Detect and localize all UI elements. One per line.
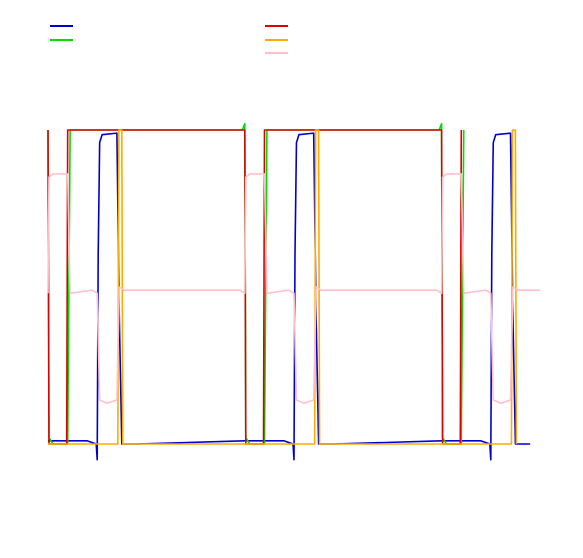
series-line-2 [47,129,463,445]
series-line-1 [47,122,465,445]
legend [50,25,288,54]
series-line-4 [47,173,540,404]
series-line-3 [48,129,518,445]
series-line-0 [48,132,531,461]
plot-area [47,122,540,461]
